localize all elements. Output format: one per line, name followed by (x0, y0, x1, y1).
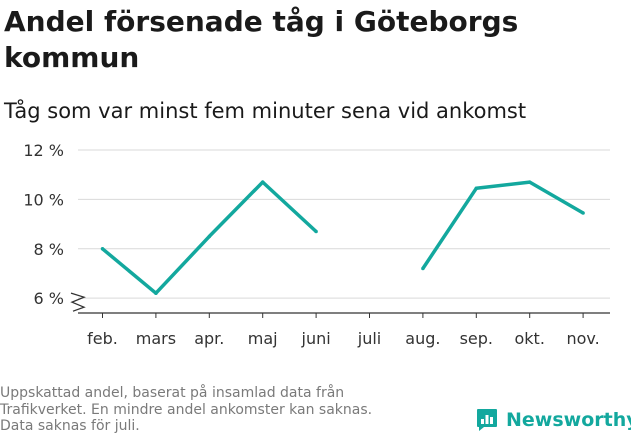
data-point (527, 180, 532, 184)
series-line-segment-2 (421, 180, 584, 270)
x-tick-label: nov. (566, 329, 599, 348)
x-tick-label: feb. (87, 329, 118, 348)
x-tick-label: juni (301, 329, 331, 348)
x-tick-label: sep. (460, 329, 493, 348)
data-point (260, 180, 265, 184)
x-tick-label: apr. (194, 329, 224, 348)
x-tick-label: mars (136, 329, 176, 348)
footnote-line-3: Data saknas för juli. (0, 418, 140, 434)
y-tick-label: 6 % (34, 289, 64, 308)
newsworthy-logo-icon (477, 409, 497, 431)
x-tick-label: aug. (405, 329, 440, 348)
data-point (581, 211, 585, 215)
x-tick-label: maj (248, 329, 278, 348)
chart-subtitle: Tåg som var minst fem minuter sena vid a… (4, 99, 527, 123)
data-point (207, 234, 212, 239)
chart-title: Andel försenade tåg i Göteborgs kommun (4, 5, 519, 74)
y-tick-label: 12 % (23, 141, 64, 160)
data-point (154, 291, 158, 295)
data-point (100, 247, 105, 251)
footnote: Uppskattad andel, baserat på insamlad da… (0, 385, 450, 435)
axis-break-icon (70, 292, 86, 312)
brand-name: Newsworthy (506, 409, 631, 431)
data-point (421, 266, 425, 271)
footnote-line-1: Uppskattad andel, baserat på insamlad da… (0, 385, 345, 401)
x-tick-label: okt. (514, 329, 544, 348)
brand-logo: Newsworthy (476, 408, 631, 432)
y-tick-label: 8 % (34, 240, 64, 259)
y-tick-label: 10 % (23, 190, 64, 209)
line-chart: 6 % 8 % 10 % 12 % feb. mars apr. maj juni juli aug… (23, 141, 610, 348)
x-tick-label: juli (357, 329, 381, 348)
data-point (474, 186, 479, 191)
footnote-line-2: Trafikverket. En mindre andel ankomster … (0, 401, 373, 418)
data-point (314, 229, 318, 234)
